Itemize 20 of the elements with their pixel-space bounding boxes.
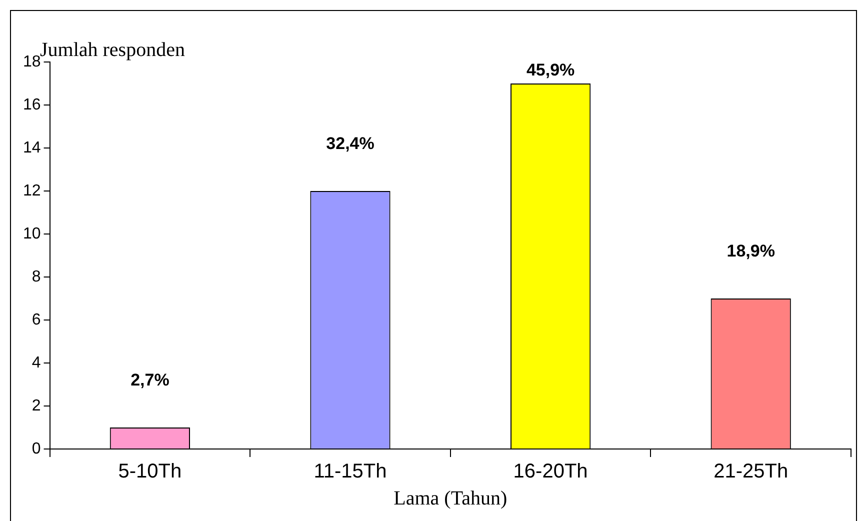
y-tick-label: 16 [23,96,41,114]
y-axis-title: Jumlah responden [40,39,185,61]
annotation: 45,9% [526,60,575,80]
annotation: 2,7% [130,370,170,390]
annotation: 18,9% [726,242,775,261]
x-tick-label: 5-10Th [118,460,182,483]
x-tick-label: 21-25Th [714,460,788,483]
y-tick-label: 18 [23,53,41,70]
y-tick-label: 8 [32,268,41,286]
y-tick-label: 4 [32,354,41,372]
x-tick-label: 16-20Th [513,460,588,483]
y-tick-label: 12 [23,182,41,200]
x-axis-title: Lama (Tahun) [394,487,508,510]
y-tick-label: 14 [23,139,41,156]
y-tick-label: 2 [32,397,41,414]
y-tick-label: 0 [32,440,41,458]
y-tick-label: 6 [32,311,41,328]
x-tick-label: 11-15Th [314,460,387,483]
annotation: 32,4% [326,134,374,154]
y-tick-label: 10 [23,225,41,242]
